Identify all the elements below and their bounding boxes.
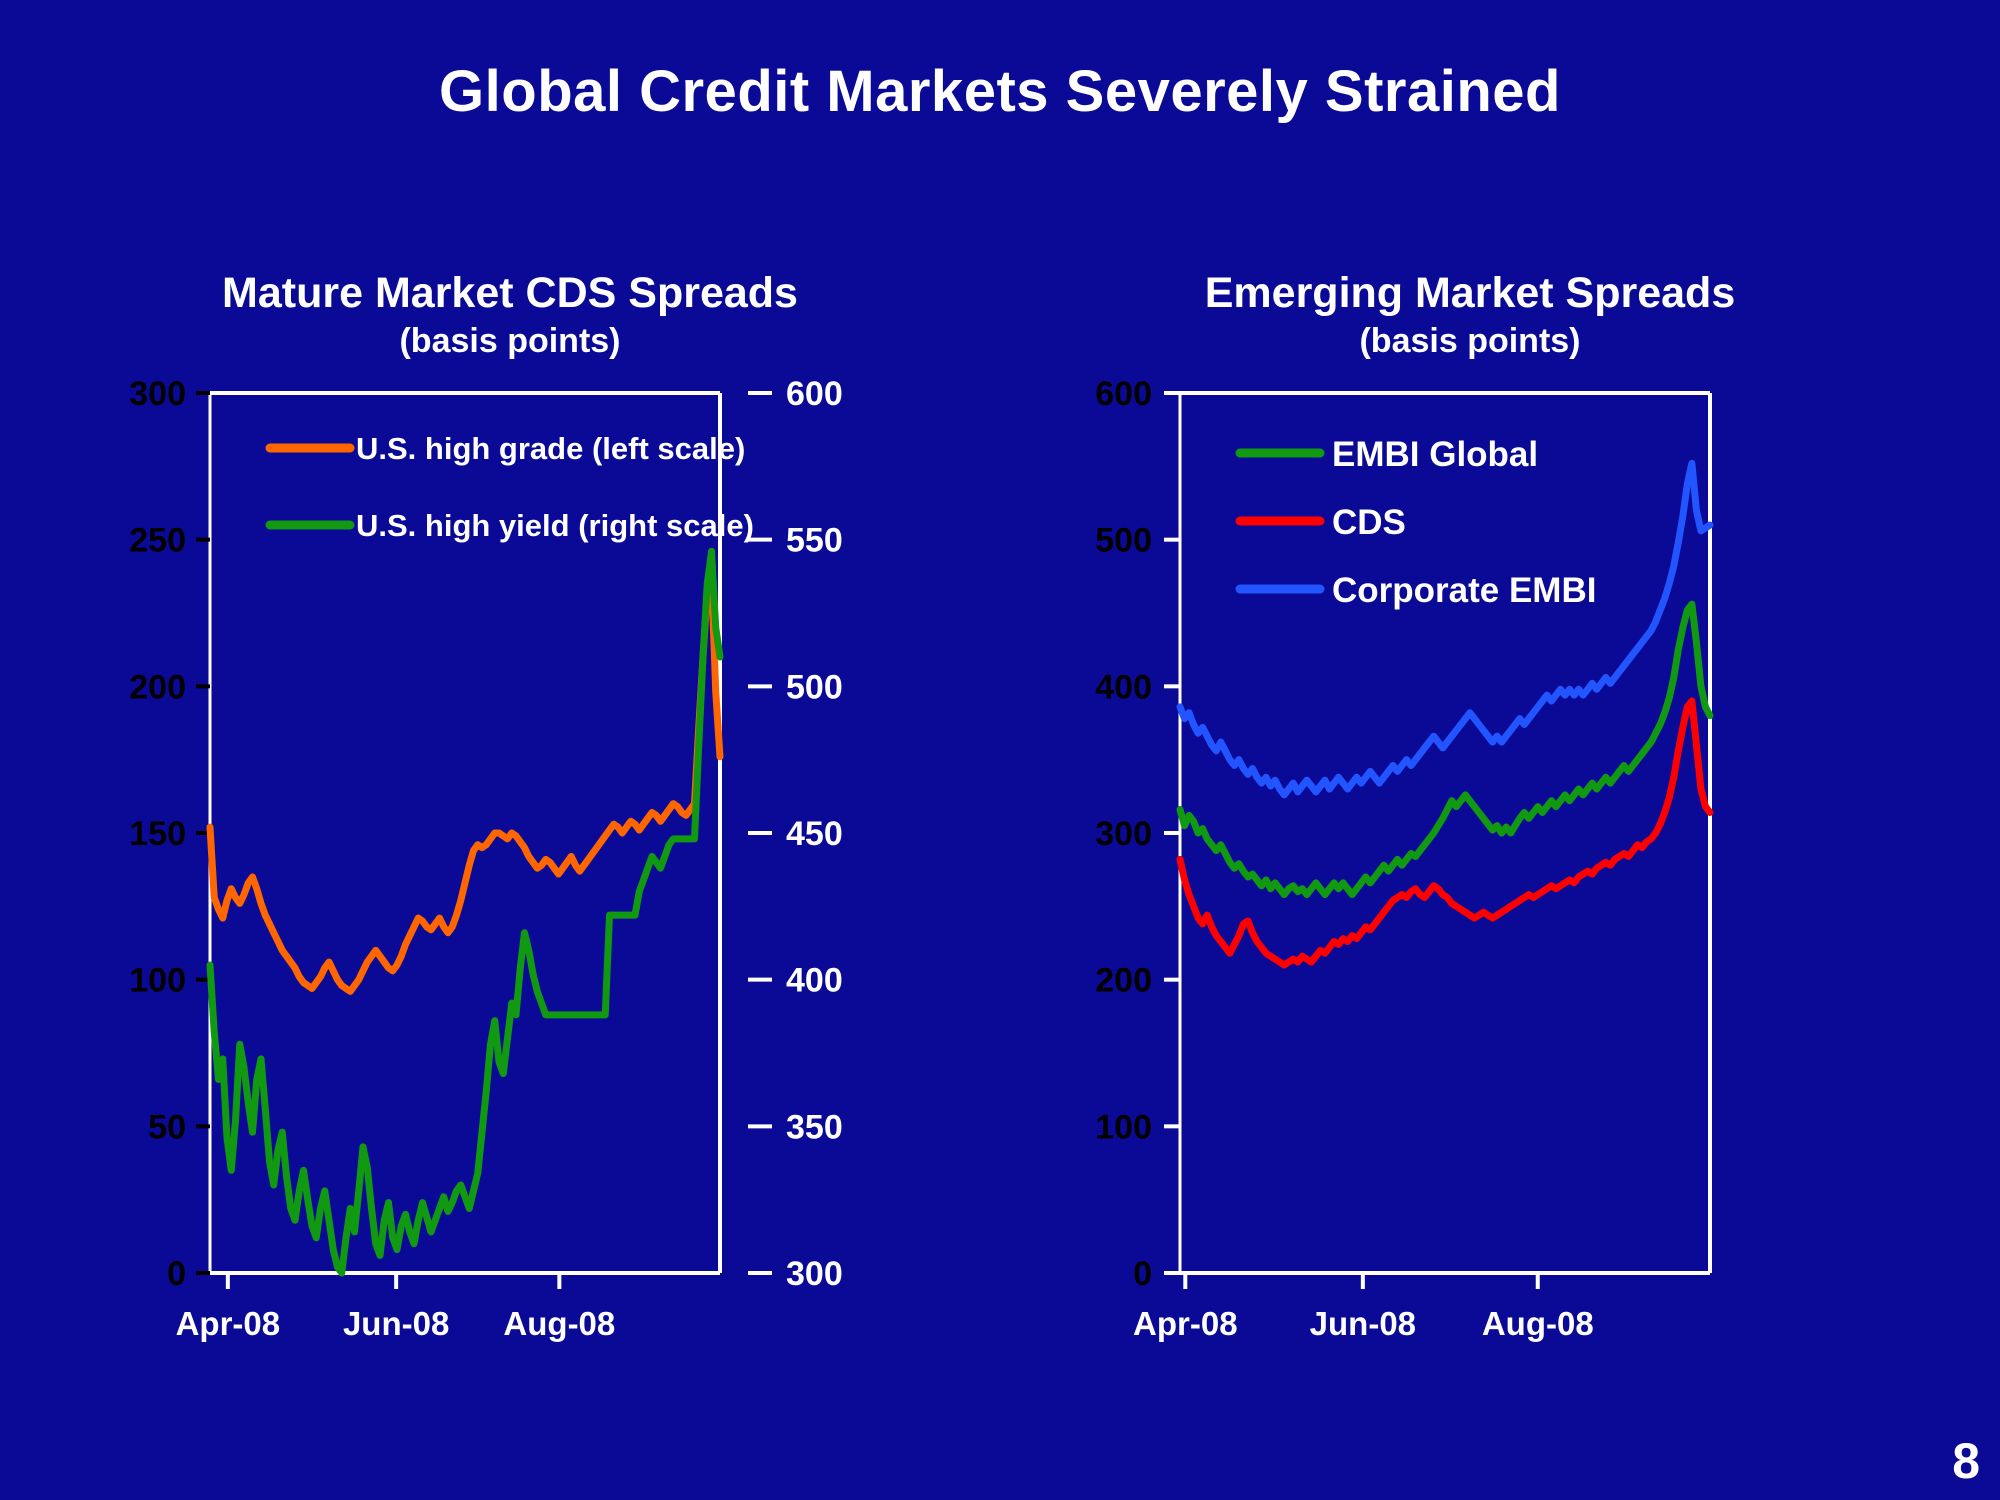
x-axis-label-2: Aug-08 xyxy=(503,1305,615,1342)
legend-label-1: U.S. high yield (right scale) xyxy=(356,508,754,543)
series-line-1 xyxy=(1176,697,1714,969)
page-number: 8 xyxy=(1952,1433,1980,1489)
mature-market-panel: Mature Market CDS Spreads (basis points)… xyxy=(60,270,960,1440)
right-chart-subtitle: (basis points) xyxy=(1359,322,1581,361)
y-axis-label-600: 600 xyxy=(1095,375,1152,413)
left-axis-label-100: 100 xyxy=(129,962,186,1000)
right-axis-label-350: 350 xyxy=(786,1109,843,1147)
page-title: Global Credit Markets Severely Strained xyxy=(439,59,1561,124)
y-axis-label-0: 0 xyxy=(1133,1255,1152,1293)
right-axis-label-300: 300 xyxy=(786,1255,843,1293)
right-axis-label-450: 450 xyxy=(786,815,843,853)
right-axis-label-400: 400 xyxy=(786,962,843,1000)
x-axis-label-2: Aug-08 xyxy=(1482,1305,1594,1342)
x-axis-label-0: Apr-08 xyxy=(1133,1305,1238,1342)
left-chart-subtitle: (basis points) xyxy=(399,322,621,361)
right-axis-label-500: 500 xyxy=(786,669,843,707)
x-axis-label-1: Jun-08 xyxy=(1310,1305,1416,1342)
left-chart: 0 50 100 150 200 250 300 300 350 400 450 500 550 600 A… xyxy=(60,373,960,1423)
series-line-2 xyxy=(1176,460,1714,799)
legend-label-0: U.S. high grade (left scale) xyxy=(356,431,745,466)
left-chart-svg: 0 50 100 150 200 250 300 300 350 400 450 500 550 600 A… xyxy=(129,375,843,1342)
right-chart-title: Emerging Market Spreads xyxy=(1204,269,1736,317)
left-axis-label-200: 200 xyxy=(129,669,186,707)
left-axis-label-150: 150 xyxy=(129,815,186,853)
x-axis-label-1: Jun-08 xyxy=(343,1305,449,1342)
y-axis-label-200: 200 xyxy=(1095,962,1152,1000)
series-line-0 xyxy=(206,571,724,996)
left-axis-label-250: 250 xyxy=(129,522,186,560)
right-chart: 0 100 200 300 400 500 600 Apr-08 Jun-08 Aug-08 EMB… xyxy=(1000,373,1940,1423)
right-axis-label-600: 600 xyxy=(786,375,843,413)
y-axis-label-400: 400 xyxy=(1095,669,1152,707)
left-chart-title: Mature Market CDS Spreads xyxy=(222,269,798,317)
x-axis-label-0: Apr-08 xyxy=(176,1305,281,1342)
y-axis-label-100: 100 xyxy=(1095,1109,1152,1147)
y-axis-label-300: 300 xyxy=(1095,815,1152,853)
legend-label-0: EMBI Global xyxy=(1332,435,1538,474)
left-axis-label-300: 300 xyxy=(129,375,186,413)
legend-label-1: CDS xyxy=(1332,503,1406,542)
right-axis-label-550: 550 xyxy=(786,522,843,560)
left-axis-label-50: 50 xyxy=(148,1109,186,1147)
emerging-market-panel: Emerging Market Spreads (basis points) 0… xyxy=(1000,270,1940,1440)
y-axis-label-500: 500 xyxy=(1095,522,1152,560)
legend-label-2: Corporate EMBI xyxy=(1332,571,1596,610)
series-line-0 xyxy=(1176,601,1714,899)
right-chart-svg: 0 100 200 300 400 500 600 Apr-08 Jun-08 Aug-08 EMB… xyxy=(1095,375,1714,1342)
series-line-1 xyxy=(206,548,724,1277)
left-axis-label-0: 0 xyxy=(167,1255,186,1293)
